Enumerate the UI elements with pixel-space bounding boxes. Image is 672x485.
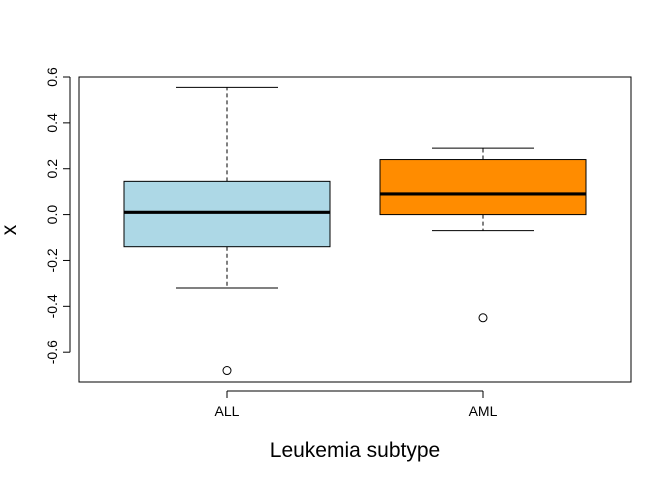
boxes-layer <box>123 86 587 376</box>
x-tick-label: AML <box>469 403 498 419</box>
y-tick-label: 0.2 <box>44 159 60 179</box>
outlier-point <box>222 366 232 376</box>
plot-frame <box>78 76 632 383</box>
y-tick-label: 0.4 <box>44 113 60 133</box>
y-tick-label: -0.4 <box>44 294 60 318</box>
y-tick-label: 0.6 <box>44 67 60 87</box>
box-aml <box>379 147 587 323</box>
box-iqr <box>123 180 331 248</box>
outlier-point <box>478 313 488 323</box>
x-tick-label: ALL <box>215 403 240 419</box>
box-all <box>123 86 331 376</box>
x-axis: ALL AML <box>215 390 498 419</box>
y-tick-label: -0.6 <box>44 340 60 364</box>
x-axis-label: Leukemia subtype <box>270 439 440 462</box>
y-tick-label: -0.2 <box>44 248 60 272</box>
y-axis: -0.6 -0.4 -0.2 0.0 0.2 0.4 0.6 <box>44 67 71 364</box>
y-axis-label: x <box>0 224 21 235</box>
y-tick-label: 0.0 <box>44 205 60 225</box>
box-iqr <box>379 159 587 216</box>
